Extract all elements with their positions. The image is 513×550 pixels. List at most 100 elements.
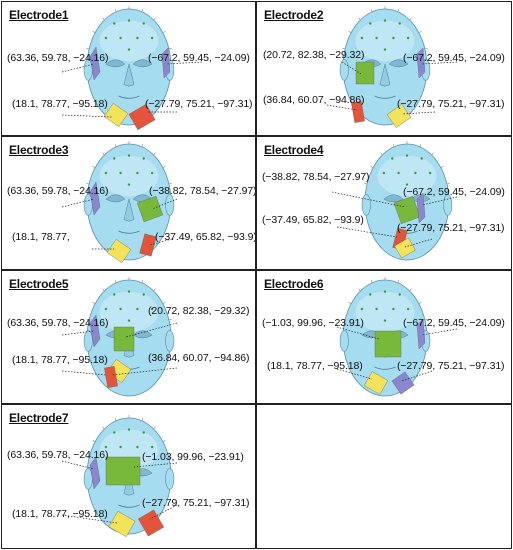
scalp-dot xyxy=(392,36,395,40)
scalp-pin xyxy=(342,318,346,321)
scalp-pin xyxy=(392,143,395,147)
head-model xyxy=(83,141,175,261)
head-model xyxy=(83,6,175,126)
leader-line xyxy=(61,370,107,376)
scalp-pin xyxy=(397,279,400,283)
scalp-pin xyxy=(370,8,373,12)
coord-label: (−1.03, 99.96, −23.91) xyxy=(142,451,244,463)
electrode-pad-purple xyxy=(89,456,101,490)
scalp-dot xyxy=(142,293,145,296)
coord-label: (−27.79, 75.21, −97.31) xyxy=(145,98,253,110)
right-ear xyxy=(165,330,175,352)
coord-label: (−67.2, 59.45, −24.09) xyxy=(403,52,505,64)
scalp-dot xyxy=(127,428,131,431)
leader-line xyxy=(61,63,95,73)
forehead-highlight xyxy=(355,291,415,333)
leader-line xyxy=(61,460,95,470)
scalp-pin xyxy=(162,165,166,169)
forehead-highlight xyxy=(99,20,159,62)
scalp-pin xyxy=(86,47,90,50)
scalp-dot xyxy=(127,319,131,322)
scalp-dot xyxy=(127,19,131,22)
scalp-pin xyxy=(153,426,156,430)
coord-label: (−37.49, 65.82, −93.9) xyxy=(262,214,364,226)
coord-label: (36.84, 60.07, −94.86) xyxy=(263,94,365,106)
mouth xyxy=(118,95,140,99)
panel-electrode5: Electrode5 (63.36, 59.78, −24.16) (20.72… xyxy=(1,270,256,404)
scalp-dot xyxy=(428,171,432,175)
coord-label: (20.72, 82.38, −29.32) xyxy=(148,305,250,317)
electrode-pad-yellow xyxy=(386,104,412,128)
forehead-highlight xyxy=(377,155,437,197)
scalp-pin xyxy=(153,17,156,21)
mouth xyxy=(374,366,396,370)
electrode-pad-red xyxy=(104,366,118,388)
scalp-dot xyxy=(369,22,372,25)
right-eye xyxy=(132,59,153,68)
scalp-dot xyxy=(136,171,139,175)
electrode-pad-red xyxy=(137,509,165,537)
scalp-dot xyxy=(127,183,131,186)
scalp-dot xyxy=(113,157,116,160)
scalp-pin xyxy=(370,165,374,169)
scalp-pin xyxy=(102,17,105,21)
panel-title: Electrode5 xyxy=(9,277,69,291)
left-eye xyxy=(105,59,126,68)
scalp-pin xyxy=(102,152,105,156)
right-ear xyxy=(443,194,453,216)
scalp-pin xyxy=(397,8,400,12)
left-ear xyxy=(83,330,93,352)
scalp-pin xyxy=(409,288,412,292)
coord-label: (−37.49, 65.82, −93.9) xyxy=(155,231,256,243)
forehead-highlight xyxy=(355,20,415,62)
coord-label: (18.1, 78.77, −95.18) xyxy=(267,360,363,372)
leader-line xyxy=(149,504,178,520)
panel-electrode4: Electrode4 (−38.82, 78.54, −27.97) (−67.… xyxy=(256,136,512,270)
scalp-dot xyxy=(375,36,378,40)
scalp-pin xyxy=(168,456,172,459)
scalp-dot xyxy=(104,307,108,311)
scalp-pin xyxy=(102,426,105,430)
scalp-pin xyxy=(86,456,90,459)
scalp-dot xyxy=(383,19,387,22)
electrode-pad-purple xyxy=(161,47,171,79)
electrode-pad-yellow xyxy=(103,103,129,127)
electrode-pad-green xyxy=(355,61,375,85)
electrode-pad-purple xyxy=(89,314,101,348)
left-ear xyxy=(361,194,371,216)
scalp-dot xyxy=(383,290,387,293)
scalp-dot xyxy=(113,431,116,434)
scalp-dot xyxy=(150,171,154,175)
scalp-pin xyxy=(418,301,422,305)
head-diagram xyxy=(336,277,458,397)
scalp-pin xyxy=(162,301,166,305)
scalp-pin xyxy=(419,143,422,147)
panel-title: Electrode4 xyxy=(264,143,324,157)
scalp-pin xyxy=(364,182,368,185)
coord-label: (18.1, 78.77, xyxy=(12,231,70,243)
scalp-dot xyxy=(369,293,372,296)
coord-label: (63.36, 59.78, −24.16) xyxy=(7,317,109,329)
scalp-pin xyxy=(141,279,144,283)
scalp-dot xyxy=(142,431,145,434)
coord-label: (−27.79, 75.21, −97.31) xyxy=(397,222,505,234)
scalp-pin xyxy=(424,47,428,50)
scalp-pin xyxy=(168,47,172,50)
leader-line xyxy=(151,198,178,210)
scalp-pin xyxy=(141,143,144,147)
electrode-pad-purple xyxy=(416,318,426,350)
coord-label: (−38.82, 78.54, −27.97) xyxy=(149,185,256,197)
scalp-dot xyxy=(382,171,386,175)
coord-label: (−67.2, 59.45, −24.09) xyxy=(403,317,505,329)
mouth xyxy=(118,230,140,234)
scalp-dot xyxy=(127,154,131,157)
panel-title: Electrode3 xyxy=(9,143,69,157)
coord-label: (−67.2, 59.45, −24.09) xyxy=(148,52,250,64)
scalp-pin xyxy=(418,30,422,34)
panel-electrode2: Electrode2 (20.72, 82.38, −29.32) (−67.2… xyxy=(256,1,512,136)
scalp-pin xyxy=(446,182,450,185)
scalp-pin xyxy=(348,30,352,34)
head-diagram xyxy=(331,141,458,261)
mouth xyxy=(374,95,396,99)
